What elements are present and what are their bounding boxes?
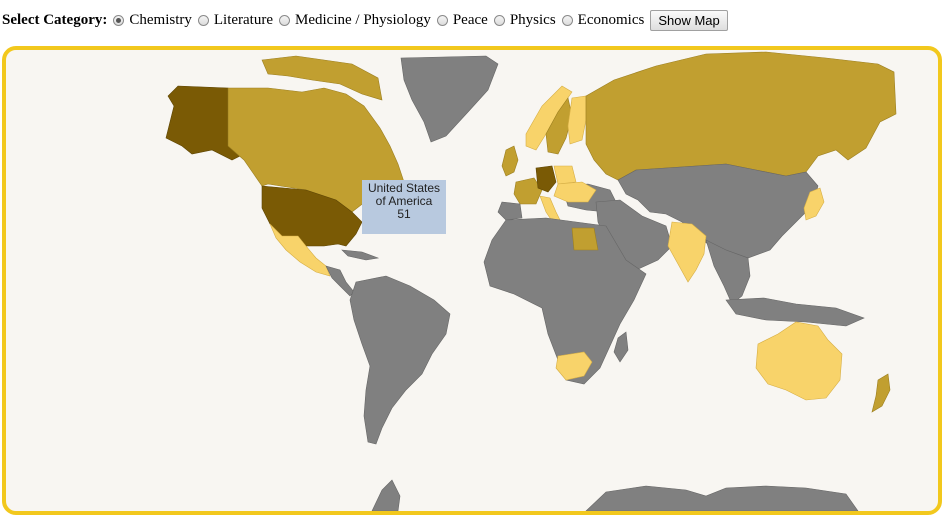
country-caribbean[interactable] [341, 249, 380, 261]
country-finland[interactable] [567, 95, 587, 145]
country-mexico[interactable] [269, 223, 331, 277]
option-peace-label: Peace [452, 11, 488, 28]
radio-economics[interactable] [561, 14, 573, 26]
country-antarctica-west[interactable] [371, 479, 401, 511]
country-central-europe[interactable] [553, 181, 597, 203]
country-south-america[interactable] [349, 275, 451, 445]
country-central-america[interactable] [325, 265, 355, 297]
country-asia-central[interactable] [617, 163, 819, 259]
country-japan[interactable] [803, 187, 825, 221]
option-literature[interactable]: Literature [197, 11, 274, 29]
country-new-zealand[interactable] [871, 373, 891, 413]
radio-peace[interactable] [436, 14, 448, 26]
option-chemistry[interactable]: Chemistry [113, 12, 192, 29]
tooltip-country-line1: United States [367, 181, 441, 195]
country-united-kingdom[interactable] [501, 145, 519, 177]
radio-chemistry[interactable] [113, 14, 125, 26]
country-egypt[interactable] [571, 227, 599, 251]
country-spain[interactable] [497, 201, 523, 221]
option-medicine[interactable]: Medicine / Physiology [279, 12, 431, 29]
country-madagascar[interactable] [613, 331, 629, 363]
category-label: Select Category: [2, 11, 108, 28]
country-southeast-asia[interactable] [705, 239, 751, 305]
option-literature-label: Literature [213, 11, 274, 28]
country-india[interactable] [667, 221, 707, 283]
country-russia[interactable] [585, 51, 897, 181]
country-germany[interactable] [535, 165, 557, 193]
tooltip-count: 51 [397, 207, 411, 221]
country-france[interactable] [513, 177, 543, 205]
country-south-africa[interactable] [555, 351, 593, 381]
option-economics[interactable]: Economics [561, 11, 645, 29]
radio-medicine[interactable] [279, 14, 291, 26]
country-africa[interactable] [483, 217, 647, 385]
option-economics-label: Economics [577, 11, 645, 28]
option-medicine-label: Medicine / Physiology [295, 11, 431, 28]
country-canada-islands[interactable] [261, 55, 383, 101]
option-chemistry-label: Chemistry [129, 11, 192, 28]
world-map-svg [165, 51, 897, 511]
world-map: United States of America 51 [2, 46, 942, 515]
country-greenland[interactable] [400, 55, 499, 143]
show-map-button[interactable]: Show Map [650, 9, 728, 31]
category-selector: Select Category: Chemistry Literature Me… [2, 8, 728, 32]
tooltip-country-line2: of America [375, 194, 433, 208]
country-antarctica[interactable] [585, 485, 859, 511]
radio-literature[interactable] [197, 14, 209, 26]
radio-physics[interactable] [493, 14, 505, 26]
option-physics[interactable]: Physics [493, 11, 556, 29]
country-poland[interactable] [553, 165, 577, 185]
country-australia[interactable] [755, 321, 843, 401]
country-tooltip: United States of America 51 [362, 180, 446, 234]
option-physics-label: Physics [509, 11, 556, 28]
country-indonesia[interactable] [725, 297, 865, 327]
option-peace[interactable]: Peace [436, 11, 488, 29]
